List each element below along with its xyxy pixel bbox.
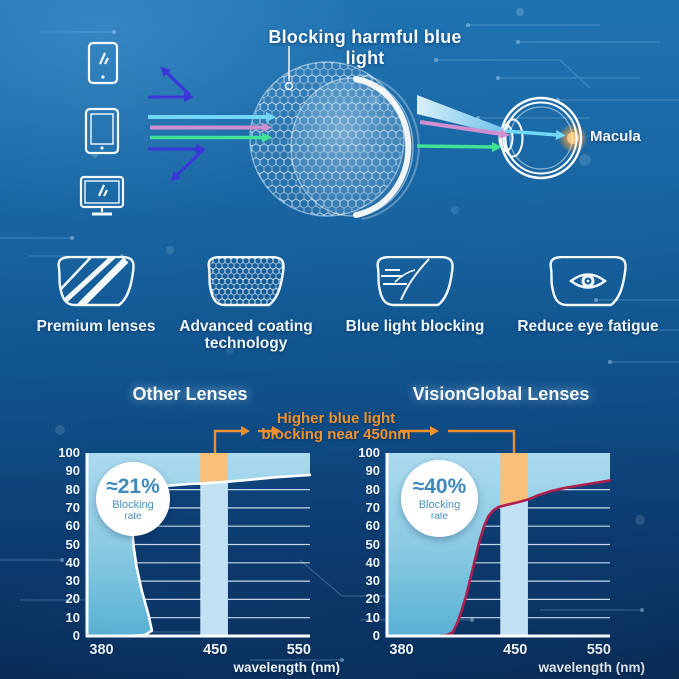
feature-label: Blue light blocking <box>345 318 485 335</box>
y-tick-label: 40 <box>365 554 380 570</box>
smartphone-icon <box>87 41 119 85</box>
x-tick-label: 550 <box>586 642 611 658</box>
y-tick-label: 0 <box>72 628 80 643</box>
annotation-line1: Higher blue light <box>276 410 396 427</box>
hero-title: Blocking harmful blue light <box>268 27 462 68</box>
hero-diagram <box>79 41 588 220</box>
y-tick-label: 100 <box>58 445 80 460</box>
y-tick-label: 50 <box>65 536 80 552</box>
coating-lens-icon <box>207 256 285 307</box>
feature-reduce-eye-fatigue: Reduce eye fatigue <box>510 256 666 335</box>
y-tick-label: 50 <box>365 536 380 552</box>
feature-label: Premium lenses <box>36 318 156 335</box>
blocking-rate-bubble-other: ≈21% Blocking rate <box>96 462 170 536</box>
y-tick-label: 10 <box>365 609 380 625</box>
y-tick-label: 70 <box>65 499 80 515</box>
incoming-light-rays <box>148 112 276 143</box>
y-tick-label: 0 <box>372 628 380 643</box>
monitor-icon <box>79 175 125 216</box>
y-tick-label: 90 <box>65 463 80 479</box>
y-tick-label: 80 <box>65 481 80 497</box>
title-leader-line <box>284 46 294 91</box>
y-tick-label: 20 <box>365 591 380 607</box>
y-tick-label: 40 <box>65 554 80 570</box>
macula-label: Macula <box>590 128 641 145</box>
blocking-rate-bubble-visionglobal: ≈40% Blocking rate <box>401 460 478 537</box>
x-axis-unit-label: wavelength (nm) <box>538 660 645 675</box>
x-tick-label: 380 <box>89 642 114 658</box>
eye-cross-section-icon <box>498 96 588 180</box>
chart-axes <box>385 453 610 638</box>
y-tick-label: 20 <box>65 591 80 607</box>
premium-lens-icon <box>57 256 135 307</box>
y-tick-label: 30 <box>365 573 380 589</box>
blocking-rate-label-2: rate <box>430 510 449 522</box>
feature-blue-light-blocking: Blue light blocking <box>337 256 493 335</box>
cyan-light-beam <box>417 95 503 135</box>
y-tick-label: 80 <box>365 481 380 497</box>
blocking-rate-label-2: rate <box>124 511 142 522</box>
y-tick-label: 100 <box>358 445 380 460</box>
higher-blocking-annotation: Higher blue light blocking near 450nm <box>246 411 426 443</box>
transmitted-light-rays <box>416 95 566 152</box>
feature-premium-lenses: Premium lenses <box>18 256 174 335</box>
annotation-line2: blocking near 450nm <box>261 426 411 443</box>
y-tick-label: 60 <box>365 518 380 534</box>
chart-axes <box>85 453 310 638</box>
eye-icon <box>569 273 607 289</box>
lens-glass-icon <box>290 74 420 220</box>
chart-title-visionglobal-lenses: VisionGlobal Lenses <box>412 384 590 404</box>
blocking-rate-label-1: Blocking <box>112 499 154 511</box>
blocking-rate-label-1: Blocking <box>418 498 461 511</box>
y-tick-label: 60 <box>65 518 80 534</box>
feature-advanced-coating: Advanced coating technology <box>168 256 324 352</box>
chart-curve <box>385 479 612 638</box>
feature-label: Advanced coating technology <box>179 318 313 352</box>
feature-label: Reduce eye fatigue <box>517 318 659 335</box>
y-tick-label: 30 <box>65 573 80 589</box>
x-tick-label: 550 <box>286 642 311 658</box>
chart-title-other-lenses: Other Lenses <box>132 384 248 404</box>
x-axis-unit-label: wavelength (nm) <box>233 660 340 675</box>
y-tick-label: 70 <box>365 499 380 515</box>
y-tick-label: 10 <box>65 609 80 625</box>
blue-light-blocking-icon <box>376 256 454 307</box>
x-tick-label: 450 <box>203 642 228 658</box>
blocking-rate-value: ≈21% <box>106 475 160 498</box>
x-tick-label: 450 <box>503 642 528 658</box>
reflected-blue-light-arrows <box>148 66 206 182</box>
reduce-eye-fatigue-icon <box>549 256 627 307</box>
x-tick-label: 380 <box>389 642 414 658</box>
tablet-icon <box>84 107 120 155</box>
y-tick-label: 90 <box>365 463 380 479</box>
blocking-rate-value: ≈40% <box>412 474 467 498</box>
